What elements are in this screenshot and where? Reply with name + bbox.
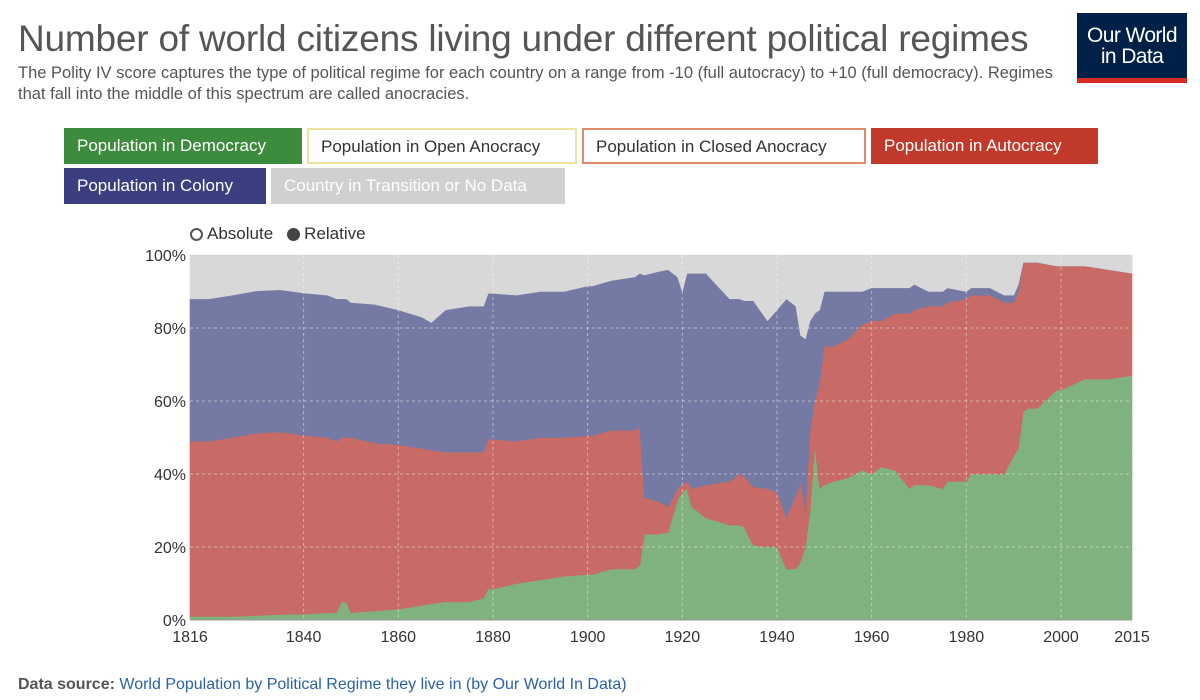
x-tick-label: 1960: [854, 629, 890, 646]
x-tick-label: 1860: [380, 629, 416, 646]
stacked-area-chart: 0% 20% 40% 60% 80% 100% 1816 1840 1860 1880 1900 19…: [145, 248, 1150, 646]
legend-item-no-data[interactable]: Country in Transition or No Data: [271, 168, 565, 204]
relative-radio-icon: [287, 227, 301, 241]
x-tick-label: 1840: [286, 629, 322, 646]
view-toggle: Absolute Relative: [190, 224, 380, 244]
x-tick-label: 1816: [172, 629, 208, 646]
x-tick-label: 1920: [665, 629, 701, 646]
absolute-label: Absolute: [207, 224, 274, 243]
absolute-radio[interactable]: Absolute: [190, 224, 273, 244]
y-tick-label: 100%: [145, 248, 186, 265]
x-tick-label: 2015: [1114, 629, 1150, 646]
x-tick-label: 1980: [949, 629, 985, 646]
chart-title: Number of world citizens living under di…: [18, 18, 1029, 59]
legend-item-open-anocracy[interactable]: Population in Open Anocracy: [307, 128, 577, 164]
source-label: Data source:: [18, 676, 115, 693]
chart-subtitle: The Polity IV score captures the type of…: [18, 64, 1053, 103]
relative-radio[interactable]: Relative: [287, 224, 366, 244]
legend-item-autocracy[interactable]: Population in Autocracy: [871, 128, 1098, 164]
legend-item-democracy[interactable]: Population in Democracy: [64, 128, 302, 164]
y-tick-label: 20%: [154, 540, 186, 557]
area-series-country-in-transition-or-no-data: [189, 254, 1133, 340]
relative-label: Relative: [304, 224, 366, 243]
source-link[interactable]: World Population by Political Regime the…: [119, 676, 627, 693]
legend-item-colony[interactable]: Population in Colony: [64, 168, 266, 204]
y-tick-label: 80%: [154, 321, 186, 338]
x-tick-label: 1940: [759, 629, 795, 646]
absolute-radio-icon: [190, 227, 203, 241]
x-tick-label: 2000: [1043, 629, 1079, 646]
legend-item-closed-anocracy[interactable]: Population in Closed Anocracy: [582, 128, 866, 164]
x-tick-label: 1880: [475, 629, 511, 646]
x-tick-label: 1900: [570, 629, 606, 646]
y-tick-label: 0%: [163, 613, 186, 630]
y-tick-label: 40%: [154, 467, 186, 484]
owid-logo[interactable]: Our World in Data: [1077, 13, 1187, 83]
logo-line-1: Our World: [1087, 23, 1178, 47]
logo-line-2: in Data: [1100, 44, 1164, 68]
data-source: Data source: World Population by Politic…: [18, 676, 627, 694]
y-tick-label: 60%: [154, 394, 186, 411]
